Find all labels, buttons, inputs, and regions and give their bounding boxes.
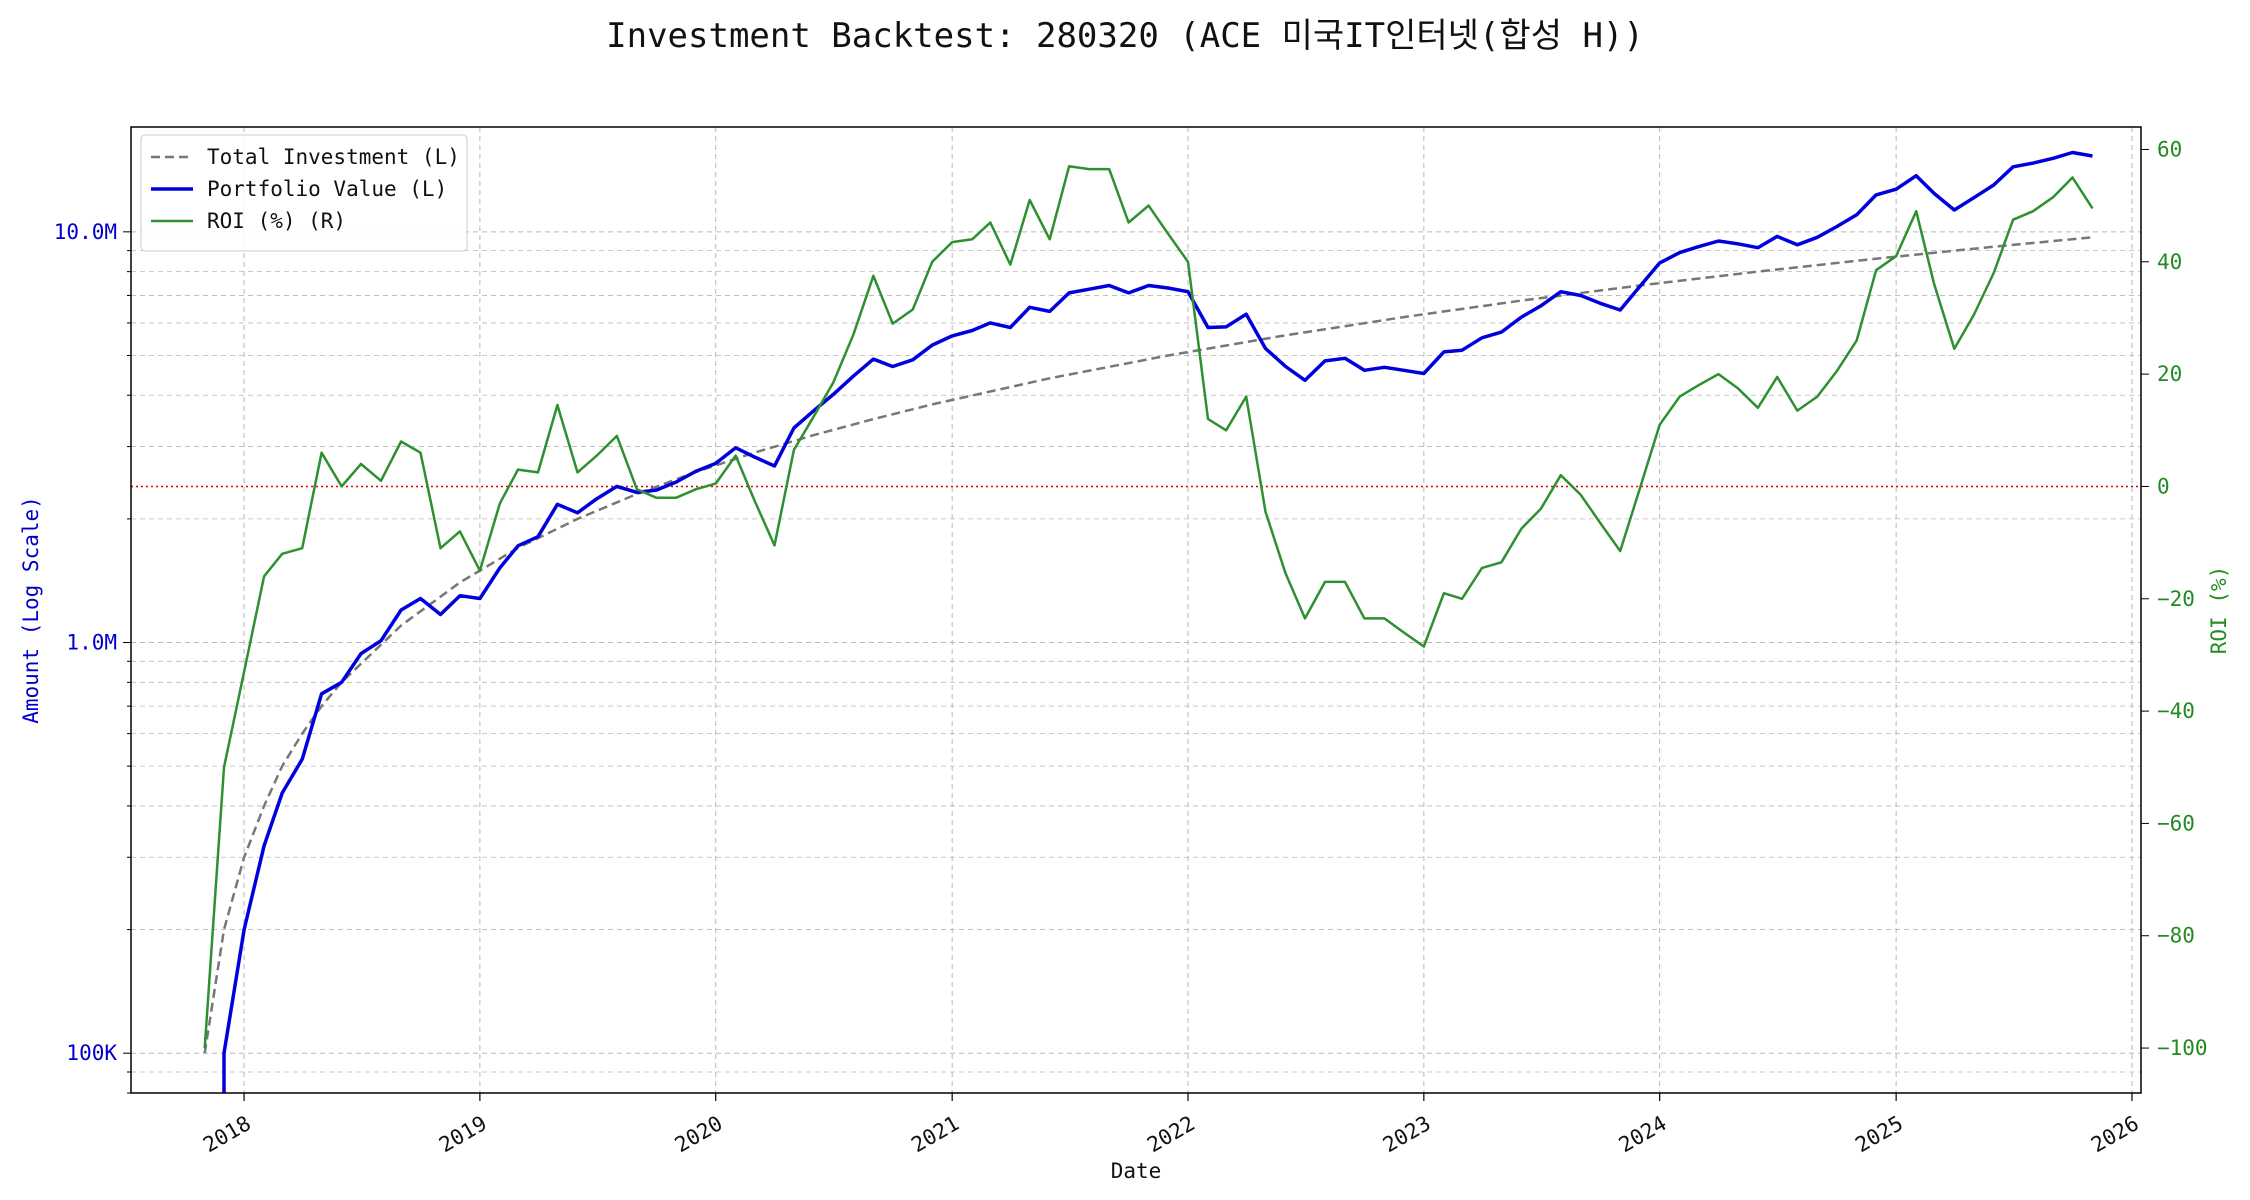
x-tick-label: 2021: [907, 1111, 963, 1157]
y-left-tick-label: 100K: [66, 1041, 117, 1065]
y-right-axis-label: ROI (%): [2207, 566, 2231, 655]
legend-label: Portfolio Value (L): [207, 177, 447, 201]
y-right-tick-label: 40: [2157, 250, 2182, 274]
y-right-tick-label: 20: [2157, 362, 2182, 386]
y-right-tick-label: −100: [2157, 1036, 2208, 1060]
y-right-tick-label: 0: [2157, 474, 2170, 498]
portfolio-value-line: [222, 150, 2093, 1093]
y-left-axis-label: Amount (Log Scale): [19, 496, 43, 724]
x-tick-label: 2018: [199, 1111, 255, 1157]
roi-line: [203, 165, 2094, 1049]
legend-label: Total Investment (L): [207, 145, 460, 169]
total-investment-line: [203, 236, 2093, 1054]
y-left-tick-label: 1.0M: [66, 631, 117, 655]
x-tick-label: 2023: [1379, 1111, 1435, 1157]
y-right-tick-label: −80: [2157, 924, 2195, 948]
y-left-tick-label: 10.0M: [54, 220, 117, 244]
y-right-tick-label: −20: [2157, 587, 2195, 611]
y-right-tick-label: −60: [2157, 811, 2195, 835]
x-tick-label: 2026: [2087, 1111, 2143, 1157]
plot-frame: [130, 126, 2142, 1094]
x-tick-label: 2024: [1615, 1111, 1671, 1157]
x-tick-label: 2020: [671, 1111, 727, 1157]
legend: Total Investment (L) Portfolio Value (L) R…: [140, 134, 468, 252]
y-right-tick-label: −40: [2157, 699, 2195, 723]
y-right-tick-label: 60: [2157, 137, 2182, 161]
legend-box: [140, 134, 468, 252]
legend-label: ROI (%) (R): [207, 209, 346, 233]
x-axis-label: Date: [1111, 1159, 1162, 1183]
x-tick-label: 2025: [1851, 1111, 1907, 1157]
x-tick-label: 2019: [435, 1111, 491, 1157]
x-tick-label: 2022: [1143, 1111, 1199, 1157]
series-layer: [131, 150, 2141, 1093]
chart-title: Investment Backtest: 280320 (ACE 미국IT인터넷…: [606, 16, 1644, 56]
